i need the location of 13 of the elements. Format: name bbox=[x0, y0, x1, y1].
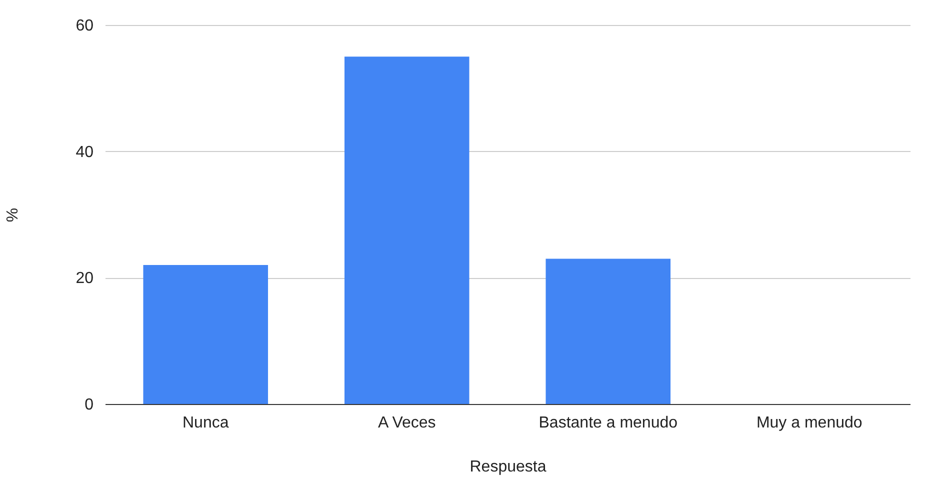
x-tick-label: A Veces bbox=[378, 414, 436, 432]
x-tick-label: Bastante a menudo bbox=[538, 414, 678, 432]
bar bbox=[143, 265, 268, 404]
y-tick-label: 40 bbox=[76, 144, 94, 161]
y-axis-title: % bbox=[4, 208, 22, 222]
y-tick-label: 0 bbox=[84, 396, 94, 414]
x-tick-label: Nunca bbox=[182, 414, 229, 432]
x-tick-label: Muy a menudo bbox=[756, 414, 862, 432]
bar bbox=[344, 56, 470, 404]
x-axis-title: Respuesta bbox=[470, 458, 546, 476]
y-tick-label: 20 bbox=[76, 270, 94, 288]
bar bbox=[546, 258, 671, 404]
y-tick-label: 60 bbox=[76, 18, 94, 34]
